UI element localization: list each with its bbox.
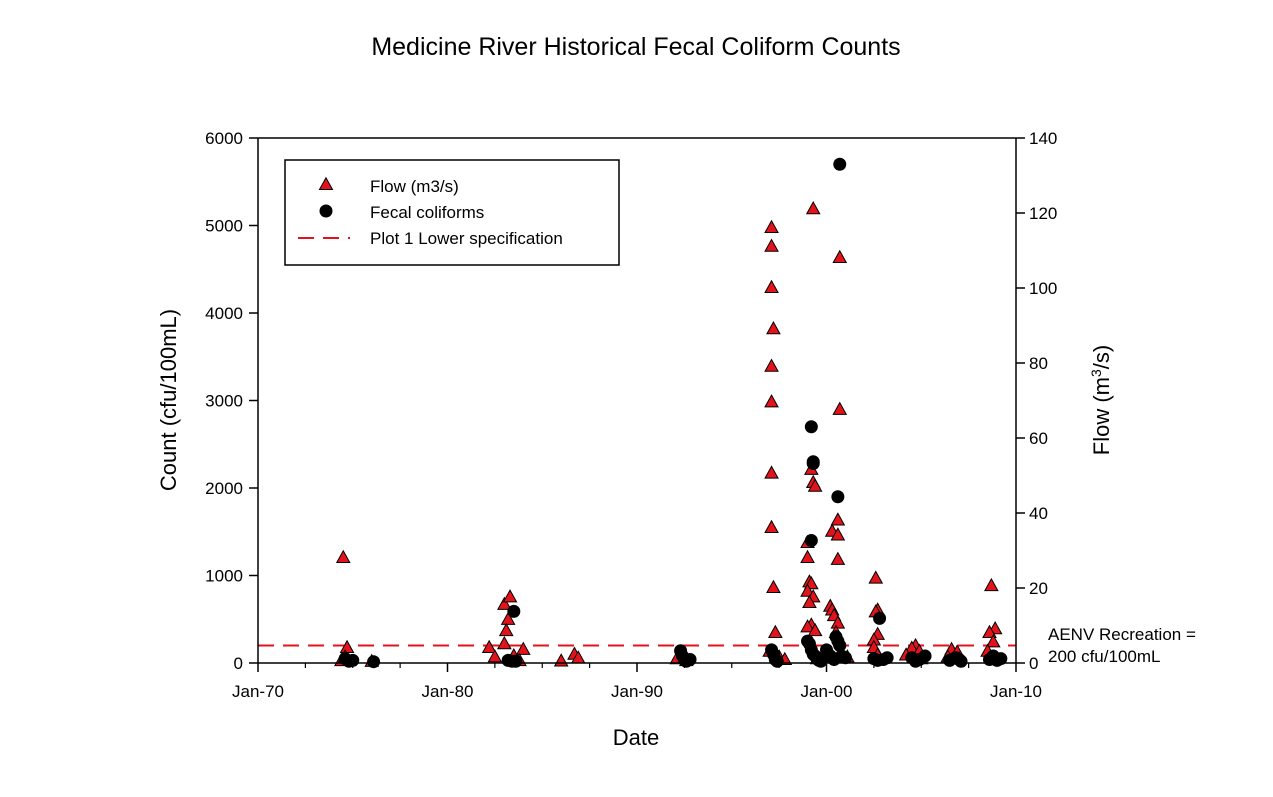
flow-point	[767, 624, 783, 638]
x-axis-title: Date	[613, 725, 659, 750]
y-tick-label: 2000	[205, 479, 243, 498]
fecal-coliform-point	[873, 611, 887, 625]
flow-point	[766, 579, 781, 593]
flow-point	[984, 577, 999, 592]
legend-circle-icon	[319, 204, 333, 218]
x-tick-label: Jan-00	[801, 682, 853, 701]
flow-point	[553, 653, 569, 667]
flow-point	[800, 549, 815, 563]
y-tick-label: 1000	[205, 567, 243, 586]
flow-point	[800, 583, 815, 597]
fecal-coliform-point	[954, 654, 968, 668]
flow-point	[502, 589, 518, 603]
y2-tick-label: 40	[1029, 504, 1048, 523]
fecal-coliform-point	[831, 490, 845, 504]
y-axis-title: Count (cfu/100mL)	[156, 309, 181, 491]
flow-point	[802, 594, 817, 608]
flow-point	[805, 200, 821, 215]
flow-point	[982, 624, 997, 638]
flow-point	[335, 549, 351, 563]
flow-point	[497, 635, 512, 650]
legend-triangle-icon	[318, 176, 334, 190]
plot-marks	[258, 157, 1016, 669]
flow-point	[830, 512, 846, 526]
y-tick-label: 4000	[205, 304, 243, 323]
flow-point	[515, 641, 531, 655]
fecal-coliform-point	[804, 534, 818, 547]
flow-point	[764, 465, 779, 479]
flow-point	[807, 622, 823, 637]
x-tick-label: Jan-70	[232, 682, 284, 701]
flow-point	[764, 394, 779, 408]
y2-tick-label: 0	[1029, 654, 1038, 673]
flow-point	[832, 401, 848, 415]
flow-point	[498, 622, 514, 637]
legend-label-flow: Flow (m3/s)	[370, 177, 459, 196]
x-tick-label: Jan-90	[611, 682, 663, 701]
flow-point	[766, 320, 781, 335]
reference-annotation-line-1: AENV Recreation =	[1048, 625, 1196, 644]
y-tick-label: 6000	[205, 129, 243, 148]
y2-tick-label: 80	[1029, 354, 1048, 373]
flow-point	[764, 219, 779, 233]
flow-point	[764, 279, 779, 293]
y-tick-label: 0	[234, 654, 243, 673]
legend-marker-flow	[318, 176, 334, 190]
axes: Jan-70 Jan-80 Jan-90 Jan-00 Jan-100100020003…	[205, 129, 1057, 701]
y2-tick-label: 60	[1029, 429, 1048, 448]
flow-point	[807, 478, 823, 492]
flow-point	[832, 249, 848, 263]
fecal-coliform-point	[806, 457, 820, 470]
flow-point	[985, 634, 1001, 648]
y2-tick-label: 120	[1029, 204, 1057, 223]
flow-point	[830, 527, 846, 541]
y2-axis-title: Flow (m3/s)	[1088, 345, 1114, 455]
fecal-coliform-point	[918, 649, 932, 663]
flow-point	[830, 551, 846, 565]
legend-label-spec: Plot 1 Lower specification	[370, 229, 563, 248]
flow-point	[487, 649, 503, 663]
flow-point	[868, 570, 884, 584]
fecal-coliform-point	[509, 654, 523, 668]
y2-tick-label: 20	[1029, 579, 1048, 598]
flow-point	[764, 358, 779, 372]
legend-label-fecal: Fecal coliforms	[370, 203, 484, 222]
flow-point	[830, 615, 846, 629]
fecal-coliform-point	[804, 420, 818, 434]
fecal-coliform-point	[880, 651, 894, 665]
legend-box	[284, 159, 620, 266]
flow-point	[764, 238, 779, 252]
y2-axis-title-prefix: Flow (m	[1089, 377, 1114, 455]
y-tick-label: 3000	[205, 392, 243, 411]
x-tick-label: Jan-10	[990, 682, 1042, 701]
y2-tick-label: 100	[1029, 279, 1057, 298]
fecal-coliform-point	[507, 604, 521, 618]
flow-point	[764, 519, 779, 533]
flow-point	[481, 639, 497, 653]
fecal-coliform-point	[994, 652, 1008, 666]
fecal-coliform-point	[838, 651, 852, 665]
y2-axis-title-suffix: /s)	[1089, 345, 1114, 369]
legend-marker-fecal	[319, 204, 333, 218]
fecal-coliform-point	[367, 655, 381, 669]
fecal-coliform-point	[770, 654, 784, 668]
x-tick-label: Jan-80	[422, 682, 474, 701]
y-tick-label: 5000	[205, 217, 243, 236]
legend: Flow (m3/s) Fecal coliforms Plot 1 Lower…	[284, 159, 620, 266]
fecal-coliform-point	[833, 639, 847, 652]
flow-point	[339, 639, 355, 653]
flow-point	[800, 619, 815, 633]
flow-point	[500, 611, 516, 625]
flow-point	[497, 596, 512, 610]
y2-tick-label: 140	[1029, 129, 1057, 148]
fecal-coliform-point	[833, 157, 847, 171]
y2-axis-title-superscript: 3	[1088, 369, 1104, 377]
chart-title: Medicine River Historical Fecal Coliform…	[371, 33, 900, 61]
reference-annotation-line-2: 200 cfu/100mL	[1048, 647, 1160, 666]
